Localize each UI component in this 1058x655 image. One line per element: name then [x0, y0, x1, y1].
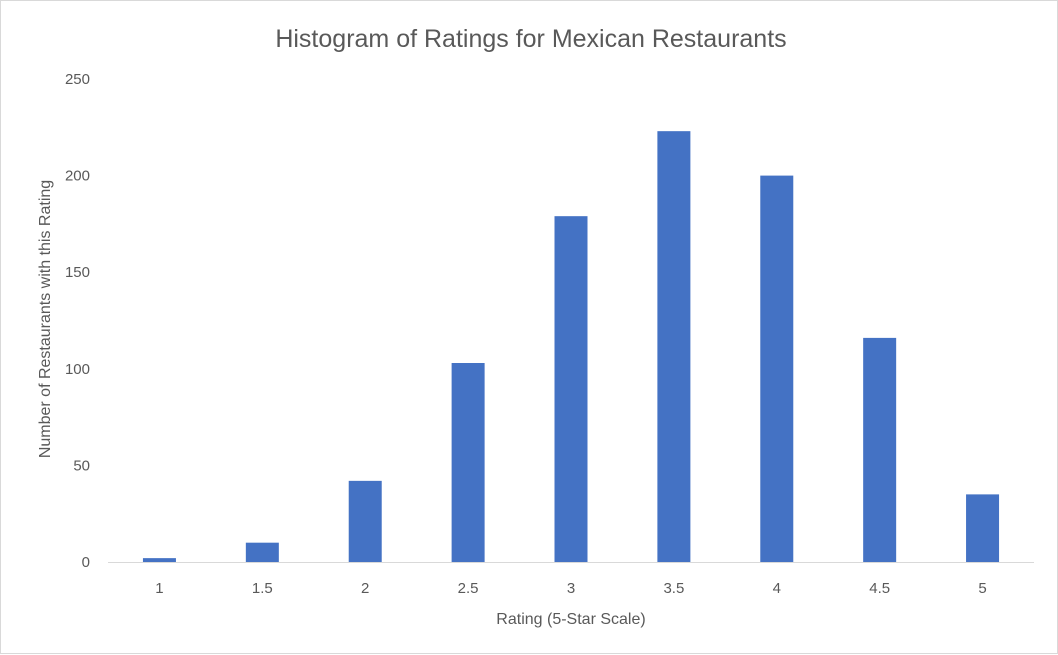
x-tick-label: 3 — [567, 580, 575, 597]
y-tick-label: 150 — [65, 264, 90, 281]
bar — [348, 480, 382, 562]
chart-title: Histogram of Ratings for Mexican Restaur… — [275, 25, 786, 53]
x-tick-label: 4 — [773, 580, 781, 597]
x-tick-label: 2 — [361, 580, 369, 597]
x-axis-title: Rating (5-Star Scale) — [496, 611, 645, 628]
y-axis-title: Number of Restaurants with this Rating — [37, 180, 54, 458]
x-axis-ticks: 1 1.5 2 2.5 3 3.5 4 4.5 5 — [155, 580, 986, 597]
x-tick-label: 1 — [155, 580, 163, 597]
x-tick-label: 4.5 — [869, 580, 890, 597]
y-tick-label: 200 — [65, 168, 90, 185]
y-tick-label: 0 — [82, 554, 90, 571]
bar — [451, 363, 485, 562]
x-tick-label: 3.5 — [663, 580, 684, 597]
bar — [245, 542, 279, 562]
bar — [657, 131, 691, 562]
bar-series — [142, 131, 1000, 562]
y-axis-ticks: 0 50 100 150 200 250 — [65, 71, 90, 571]
y-tick-label: 250 — [65, 71, 90, 88]
bar — [966, 494, 1000, 562]
x-tick-label: 5 — [978, 580, 986, 597]
y-tick-label: 50 — [73, 457, 90, 474]
bar — [863, 337, 897, 562]
x-tick-label: 2.5 — [458, 580, 479, 597]
y-tick-label: 100 — [65, 361, 90, 378]
x-tick-label: 1.5 — [252, 580, 273, 597]
bar — [142, 558, 176, 562]
bar — [760, 175, 794, 562]
bar — [554, 216, 588, 562]
